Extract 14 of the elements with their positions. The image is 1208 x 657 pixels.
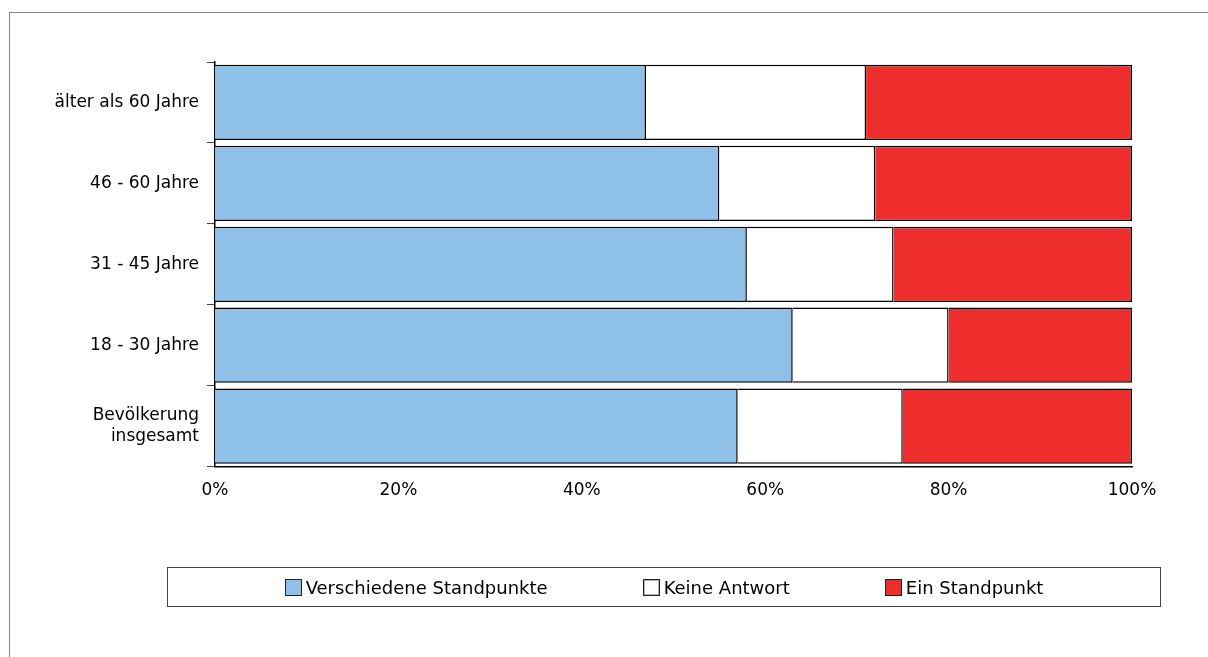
x-tick-label: 60% [746,479,785,500]
y-tick-label: 18 - 30 Jahre [90,333,199,354]
legend-label: Verschiedene Standpunkte [305,576,548,598]
y-tick-label: älter als 60 Jahre [54,90,199,111]
legend-label: Keine Antwort [663,576,790,598]
x-tick-label: 40% [562,479,601,500]
y-tick-label: Bevölkerung insgesamt [92,404,200,445]
y-tick-label: 31 - 45 Jahre [90,252,199,273]
y-tick-label: 46 - 60 Jahre [90,171,199,192]
x-tick-label: 0% [201,479,229,500]
x-tick-label: 20% [379,479,418,500]
x-tick-label: 100% [1107,479,1157,500]
x-tick-label: 80% [929,479,968,500]
legend-label: Ein Standpunkt [905,576,1044,598]
